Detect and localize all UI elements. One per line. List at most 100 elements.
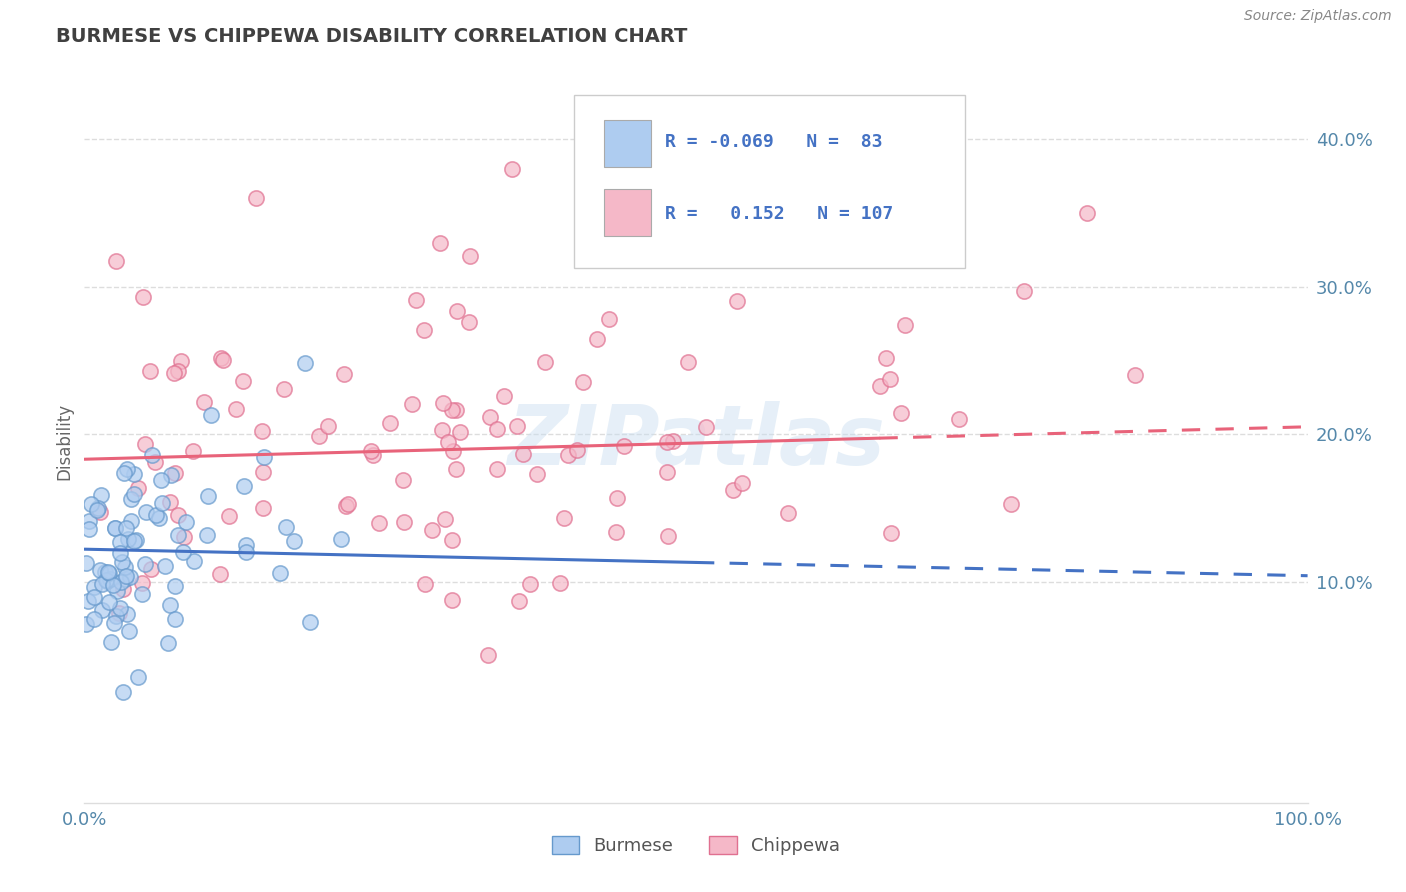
Point: [695, 419, 717, 434]
Point: [166, 508, 188, 523]
Point: [91, 602, 114, 616]
Point: [115, 607, 138, 621]
Point: [391, 474, 413, 488]
Point: [212, 353, 235, 368]
Point: [127, 481, 149, 495]
Point: [519, 577, 541, 591]
Point: [173, 530, 195, 544]
Point: [725, 293, 748, 308]
Point: [124, 467, 146, 482]
Point: [131, 586, 153, 600]
Point: [127, 670, 149, 684]
Point: [273, 382, 295, 396]
Point: [446, 304, 468, 318]
Point: [170, 354, 193, 368]
Point: [437, 435, 460, 450]
Point: [657, 435, 679, 450]
Point: [134, 557, 156, 571]
Point: [477, 648, 499, 663]
Point: [139, 364, 162, 378]
Point: [104, 521, 127, 535]
Point: [492, 390, 515, 404]
Point: [134, 436, 156, 450]
Point: [159, 495, 181, 509]
Point: [143, 455, 166, 469]
Point: [77, 593, 100, 607]
Text: BURMESE VS CHIPPEWA DISABILITY CORRELATION CHART: BURMESE VS CHIPPEWA DISABILITY CORRELATI…: [56, 27, 688, 45]
Point: [87, 500, 110, 515]
Point: [148, 511, 170, 525]
Point: [89, 505, 111, 519]
Point: [415, 577, 437, 591]
Point: [605, 525, 627, 540]
Point: [485, 462, 508, 476]
Point: [478, 409, 501, 424]
Point: [430, 423, 453, 437]
Point: [252, 465, 274, 479]
Point: [122, 486, 145, 500]
Point: [432, 396, 454, 410]
Point: [83, 591, 105, 605]
Point: [166, 527, 188, 541]
Point: [75, 616, 97, 631]
Point: [378, 416, 401, 430]
Point: [1076, 206, 1098, 220]
Point: [394, 515, 416, 529]
Point: [163, 466, 186, 480]
Point: [553, 511, 575, 525]
Point: [96, 574, 118, 588]
Point: [156, 636, 179, 650]
Text: R =   0.152   N = 107: R = 0.152 N = 107: [665, 205, 894, 223]
FancyBboxPatch shape: [605, 120, 651, 167]
Point: [105, 254, 128, 268]
Point: [730, 475, 752, 490]
Point: [252, 425, 274, 439]
Point: [117, 532, 139, 546]
Point: [120, 514, 142, 528]
Point: [91, 577, 114, 591]
Point: [94, 573, 117, 587]
Point: [441, 444, 464, 458]
Point: [115, 568, 138, 582]
Point: [98, 566, 121, 581]
Point: [598, 312, 620, 326]
Point: [526, 467, 548, 482]
Point: [512, 447, 534, 461]
Point: [97, 565, 120, 579]
Point: [235, 545, 257, 559]
Point: [98, 573, 121, 587]
Point: [159, 598, 181, 612]
Point: [776, 507, 799, 521]
Point: [449, 425, 471, 440]
Point: [110, 546, 132, 560]
Point: [80, 498, 103, 512]
Point: [100, 635, 122, 649]
Point: [412, 323, 434, 337]
Point: [678, 355, 700, 369]
Point: [502, 161, 524, 176]
Point: [172, 545, 194, 559]
Point: [606, 491, 628, 505]
Point: [440, 403, 463, 417]
Point: [657, 465, 679, 479]
Point: [533, 355, 555, 369]
Point: [337, 497, 360, 511]
Legend: Burmese, Chippewa: Burmese, Chippewa: [544, 829, 848, 863]
Point: [153, 558, 176, 573]
Point: [548, 576, 571, 591]
Point: [118, 624, 141, 638]
Point: [880, 526, 903, 541]
Point: [112, 466, 135, 480]
Point: [111, 555, 134, 569]
Point: [183, 553, 205, 567]
Point: [444, 403, 467, 417]
Point: [253, 450, 276, 464]
Point: [274, 520, 297, 534]
Point: [612, 439, 634, 453]
Y-axis label: Disability: Disability: [55, 403, 73, 480]
Point: [245, 191, 267, 205]
Point: [458, 315, 481, 329]
Point: [193, 394, 215, 409]
Text: ZIPatlas: ZIPatlas: [508, 401, 884, 482]
Point: [209, 566, 232, 581]
